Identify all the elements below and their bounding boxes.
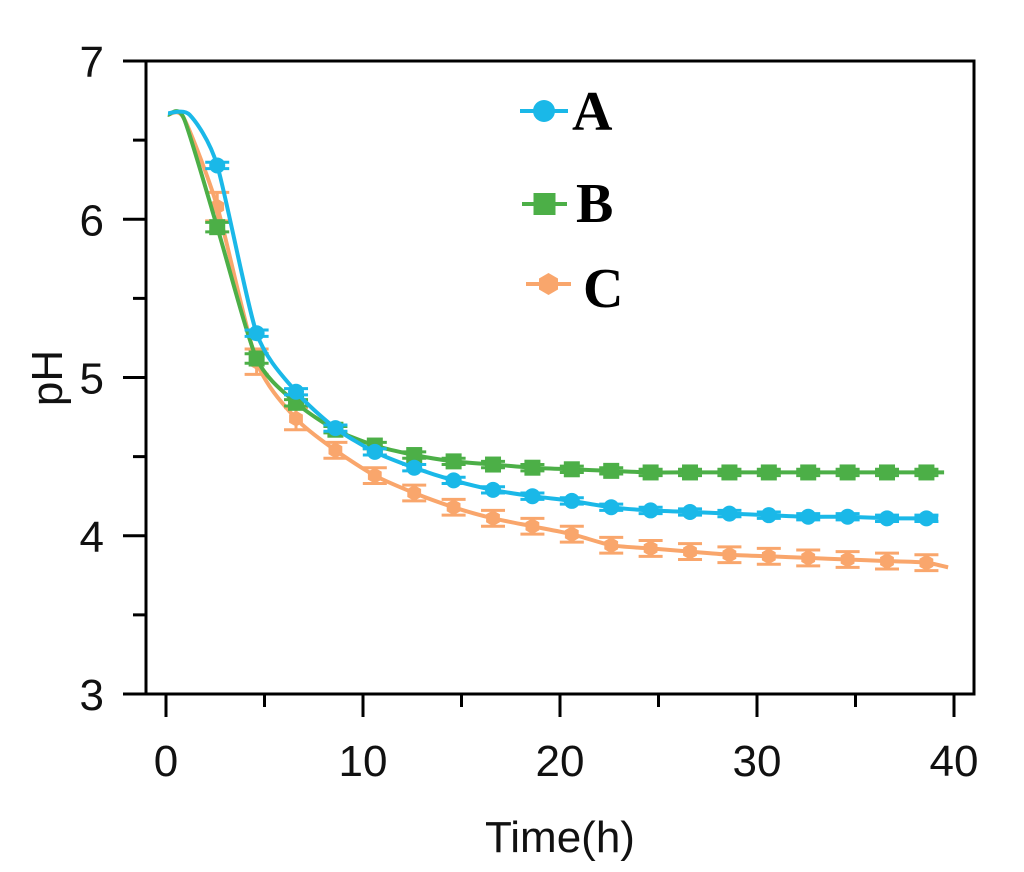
legend-item-b: B	[522, 173, 613, 235]
data-point-a	[209, 157, 226, 174]
data-point-a	[248, 325, 265, 342]
x-axis-title: Time(h)	[485, 813, 635, 862]
data-point-c	[486, 510, 500, 527]
y-axis-ticks	[123, 59, 146, 696]
y-tick-label: 3	[80, 671, 104, 720]
x-tick-label: 10	[339, 737, 388, 786]
data-point-a	[485, 481, 502, 498]
legend-label-c: C	[583, 258, 623, 320]
data-point-c	[880, 553, 894, 570]
data-point-a	[603, 499, 620, 516]
data-point-a	[288, 383, 305, 400]
data-point-a	[682, 504, 699, 521]
series-c	[167, 110, 949, 573]
legend-marker-a	[533, 100, 555, 122]
x-tick-label: 40	[930, 737, 979, 786]
y-axis-tick-labels: 3 4 5 6 7	[80, 38, 104, 720]
x-tick-label: 30	[733, 737, 782, 786]
data-point-b	[721, 464, 738, 481]
data-point-b	[760, 464, 777, 481]
data-point-c	[407, 485, 422, 501]
y-tick-label: 7	[80, 38, 104, 87]
data-point-a	[800, 508, 817, 525]
data-point-a	[445, 472, 462, 489]
data-point-b	[445, 453, 462, 470]
y-tick-label: 6	[80, 196, 104, 245]
data-point-a	[327, 420, 344, 437]
series-a	[167, 109, 939, 527]
data-point-b	[485, 456, 502, 473]
data-point-c	[604, 537, 619, 554]
data-point-b	[209, 219, 226, 236]
data-point-a	[563, 492, 580, 509]
legend-marker-b	[533, 193, 556, 215]
data-point-a	[879, 510, 896, 527]
legend-label-a: A	[572, 81, 613, 143]
data-point-c	[564, 526, 579, 543]
legend-marker-shape-b	[533, 193, 556, 215]
data-point-b	[603, 462, 620, 479]
data-point-b	[642, 464, 659, 481]
x-axis-tick-labels: 0 10 20 30 40	[154, 737, 979, 786]
data-point-b	[248, 350, 265, 367]
data-point-b	[406, 447, 423, 464]
y-tick-label: 4	[80, 513, 104, 562]
data-point-c	[801, 549, 816, 566]
data-point-b	[800, 464, 817, 481]
x-axis-ticks	[164, 694, 956, 717]
data-point-a	[839, 508, 856, 525]
data-point-c	[761, 548, 776, 565]
data-point-b	[563, 461, 580, 478]
y-tick-label: 5	[80, 355, 104, 404]
data-point-a	[642, 502, 659, 519]
legend-marker-shape-c	[539, 273, 558, 295]
data-point-a	[366, 443, 383, 460]
x-tick-label: 20	[536, 737, 585, 786]
data-point-b	[879, 464, 896, 481]
data-point-c	[722, 546, 737, 563]
data-point-b	[682, 464, 699, 481]
data-point-b	[918, 464, 935, 481]
data-point-b	[839, 464, 856, 481]
legend: A B C	[520, 81, 623, 320]
data-point-c	[328, 442, 343, 459]
x-tick-label: 0	[154, 737, 178, 786]
data-point-a	[721, 505, 738, 522]
legend-item-a: A	[520, 81, 613, 143]
data-point-c	[367, 467, 382, 484]
legend-marker-c	[539, 273, 558, 295]
data-point-b	[524, 459, 541, 476]
data-point-c	[289, 410, 303, 427]
y-axis-title: pH	[23, 350, 72, 406]
data-point-c	[525, 518, 540, 535]
data-point-c	[446, 499, 461, 516]
data-point-a	[760, 507, 777, 524]
series-layer	[167, 109, 949, 573]
legend-marker-shape-a	[533, 100, 555, 122]
data-point-c	[683, 543, 697, 560]
legend-item-c: C	[526, 258, 623, 320]
data-point-c	[840, 551, 855, 568]
legend-label-b: B	[576, 173, 613, 235]
data-point-c	[643, 540, 658, 557]
data-point-a	[918, 510, 935, 527]
data-point-a	[524, 488, 541, 505]
data-point-c	[919, 554, 934, 571]
data-point-a	[406, 459, 423, 476]
